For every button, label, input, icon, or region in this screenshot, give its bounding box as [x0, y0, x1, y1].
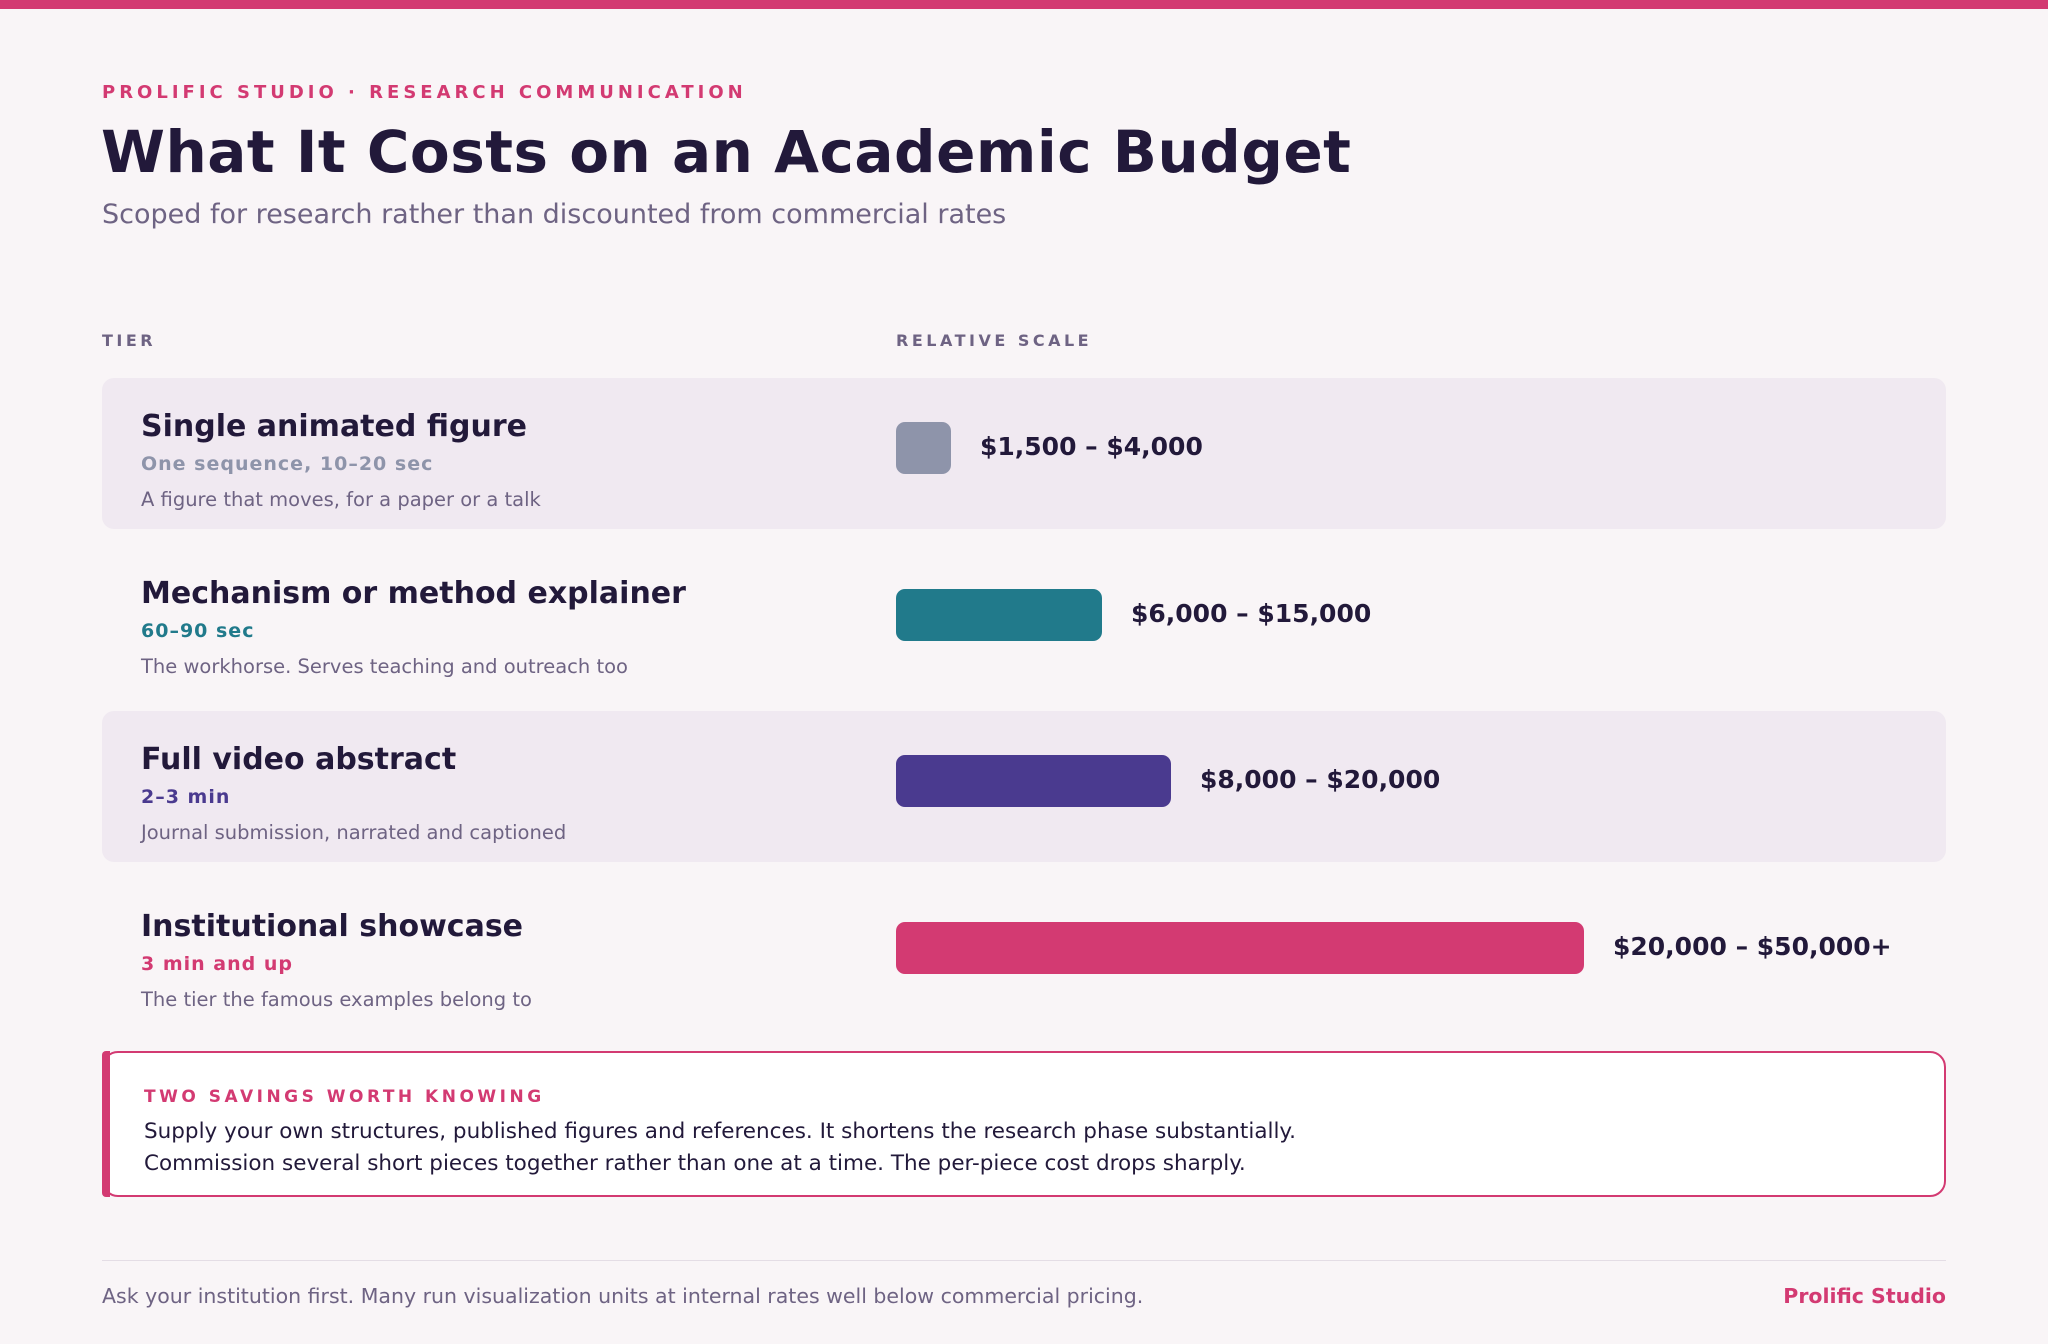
- tier-name: Single animated figure: [141, 409, 528, 444]
- scale-bar: [896, 589, 1102, 641]
- tier-duration: 2–3 min: [141, 786, 231, 808]
- page-subtitle: Scoped for research rather than discount…: [102, 199, 1007, 230]
- tier-name: Institutional showcase: [141, 909, 524, 944]
- tier-description: The tier the famous examples belong to: [141, 988, 532, 1011]
- tier-row: Full video abstract 2–3 min Journal subm…: [102, 711, 1946, 862]
- tier-duration: 60–90 sec: [141, 620, 255, 642]
- footer-brand: Prolific Studio: [1783, 1284, 1946, 1308]
- scale-bar: [896, 755, 1171, 807]
- footer-divider: [102, 1260, 1946, 1261]
- savings-callout: TWO SAVINGS WORTH KNOWING Supply your ow…: [102, 1051, 1946, 1197]
- tier-name: Full video abstract: [141, 742, 457, 777]
- footer-note: Ask your institution first. Many run vis…: [102, 1284, 1144, 1308]
- tier-duration: One sequence, 10–20 sec: [141, 453, 434, 475]
- callout-heading: TWO SAVINGS WORTH KNOWING: [144, 1087, 545, 1107]
- tier-price: $8,000 – $20,000: [1200, 765, 1441, 794]
- column-header-relative-scale: RELATIVE SCALE: [896, 331, 1093, 350]
- tier-row: Mechanism or method explainer 60–90 sec …: [102, 545, 1946, 696]
- tier-description: A figure that moves, for a paper or a ta…: [141, 488, 541, 511]
- scale-bar: [896, 422, 951, 474]
- tier-row: Single animated figure One sequence, 10–…: [102, 378, 1946, 529]
- tier-price: $20,000 – $50,000+: [1613, 932, 1892, 961]
- callout-accent-bar: [102, 1051, 110, 1197]
- eyebrow-label: PROLIFIC STUDIO · RESEARCH COMMUNICATION: [102, 82, 747, 103]
- tier-duration: 3 min and up: [141, 953, 293, 975]
- tier-price: $6,000 – $15,000: [1131, 599, 1372, 628]
- tier-name: Mechanism or method explainer: [141, 576, 686, 611]
- column-header-tier: TIER: [102, 331, 157, 350]
- scale-bar: [896, 922, 1584, 974]
- tier-row: Institutional showcase 3 min and up The …: [102, 878, 1946, 1029]
- tier-description: The workhorse. Serves teaching and outre…: [141, 655, 628, 678]
- callout-line: Supply your own structures, published fi…: [144, 1119, 1296, 1144]
- callout-line: Commission several short pieces together…: [144, 1151, 1246, 1176]
- page-title: What It Costs on an Academic Budget: [101, 118, 1352, 186]
- top-accent-bar: [0, 0, 2048, 9]
- tier-description: Journal submission, narrated and caption…: [141, 821, 567, 844]
- tier-price: $1,500 – $4,000: [980, 432, 1203, 461]
